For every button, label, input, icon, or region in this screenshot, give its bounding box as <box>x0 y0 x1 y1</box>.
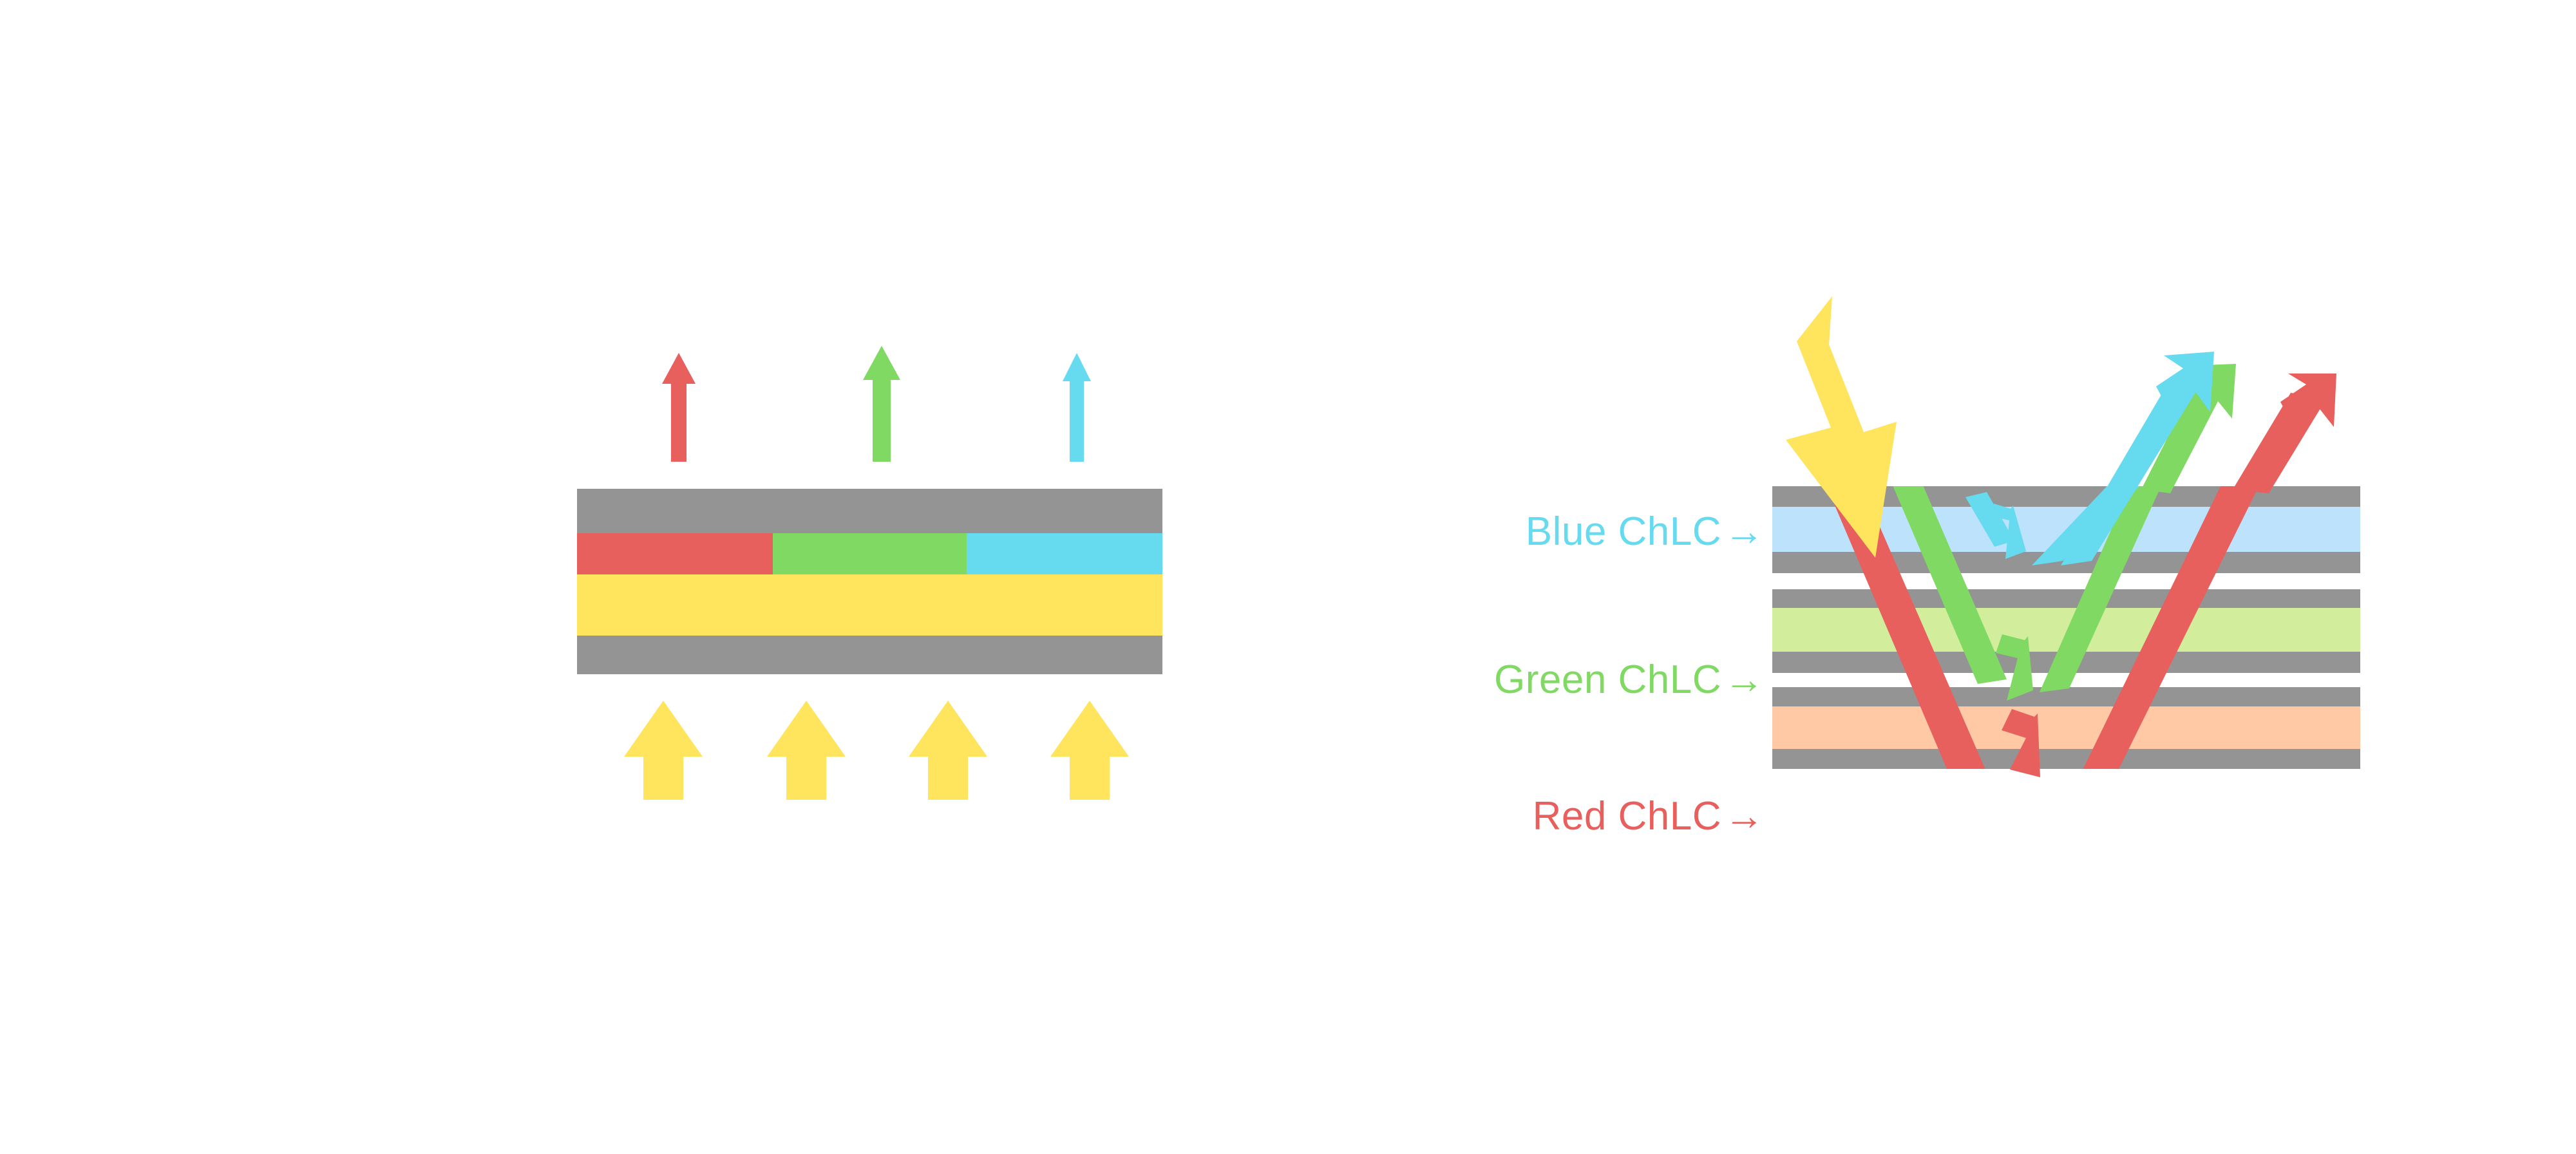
blue-reflection-ray <box>1965 352 2214 565</box>
red-top-electrode <box>1772 687 2360 706</box>
red-reflection-ray <box>1826 374 2336 777</box>
red-chlc-layer <box>1772 706 2360 749</box>
red-chlc-label-text: Red ChLC <box>1532 794 1722 838</box>
green-emitted-arrow <box>863 346 900 462</box>
backlight-arrow-3 <box>909 701 987 800</box>
green-ray-up-limb-inside <box>2040 486 2161 692</box>
top-gray-electrode <box>577 489 1162 533</box>
red-segment <box>577 533 773 574</box>
green-top-electrode <box>1772 589 2360 608</box>
red-ray-up-limb-outside <box>2233 393 2327 493</box>
green-ray-down-limb <box>1893 486 2007 684</box>
blue-chlc-label-text: Blue ChLC <box>1525 509 1722 554</box>
red-ray-up-arrowhead <box>2280 374 2336 427</box>
blue-ray-up-limb-outside <box>2061 376 2202 565</box>
emitted-light-arrows <box>662 346 1091 462</box>
red-emitted-arrow <box>662 353 696 462</box>
yellow-backlight-layer <box>577 574 1162 636</box>
green-ray-up-limb-outside <box>2141 383 2225 493</box>
red-chlc-label-arrow-icon: → <box>1724 794 1765 838</box>
green-chlc-label-text: Green ChLC <box>1493 657 1722 702</box>
blue-chlc-label-arrow-icon: → <box>1724 509 1765 554</box>
blue-segment <box>967 533 1162 574</box>
red-chlc-label: Red ChLC → <box>1443 793 1765 839</box>
green-chlc-label: Green ChLC → <box>1404 657 1765 703</box>
backlight-arrows <box>624 701 1129 800</box>
red-ray-up-limb-inside <box>2083 486 2259 769</box>
right-panel-group <box>1772 296 2360 777</box>
green-chlc-label-arrow-icon: → <box>1724 657 1765 702</box>
blue-ray-down-arrowhead <box>1992 504 2026 559</box>
bottom-gray-electrode <box>577 636 1162 674</box>
red-ray-down-arrowhead <box>2002 709 2040 777</box>
cyan-emitted-arrow <box>1063 353 1091 462</box>
blue-ray-up-arrowhead <box>2156 352 2214 412</box>
green-reflection-ray <box>1893 364 2236 701</box>
left-panel-group <box>577 346 1162 800</box>
green-ray-down-arrowhead <box>1996 634 2033 701</box>
backlight-arrow-2 <box>767 701 846 800</box>
red-bottom-electrode <box>1772 749 2360 769</box>
red-ray-down-limb <box>1826 486 1985 769</box>
backlight-arrow-1 <box>624 701 703 800</box>
blue-ray-down-limb <box>1965 492 2014 547</box>
left-stack-layers <box>577 489 1162 674</box>
white-light-arrow <box>1786 296 1897 558</box>
blue-chlc-label: Blue ChLC → <box>1443 509 1765 554</box>
green-segment <box>773 533 967 574</box>
backlight-arrow-4 <box>1050 701 1129 800</box>
